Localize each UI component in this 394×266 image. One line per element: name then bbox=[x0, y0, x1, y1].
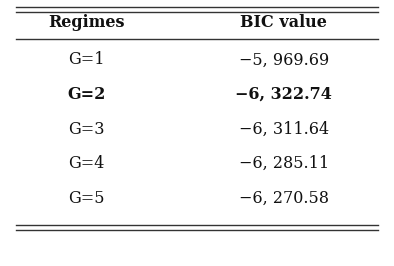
Text: −6, 311.64: −6, 311.64 bbox=[239, 120, 329, 138]
Text: −6, 322.74: −6, 322.74 bbox=[235, 86, 332, 103]
Text: −5, 969.69: −5, 969.69 bbox=[238, 51, 329, 68]
Text: G=4: G=4 bbox=[69, 155, 105, 172]
Text: Regimes: Regimes bbox=[48, 14, 125, 31]
Text: −6, 270.58: −6, 270.58 bbox=[239, 190, 329, 207]
Text: G=3: G=3 bbox=[69, 120, 105, 138]
Text: BIC value: BIC value bbox=[240, 14, 327, 31]
Text: G=2: G=2 bbox=[67, 86, 106, 103]
Text: G=5: G=5 bbox=[69, 190, 105, 207]
Text: −6, 285.11: −6, 285.11 bbox=[239, 155, 329, 172]
Text: G=1: G=1 bbox=[69, 51, 105, 68]
